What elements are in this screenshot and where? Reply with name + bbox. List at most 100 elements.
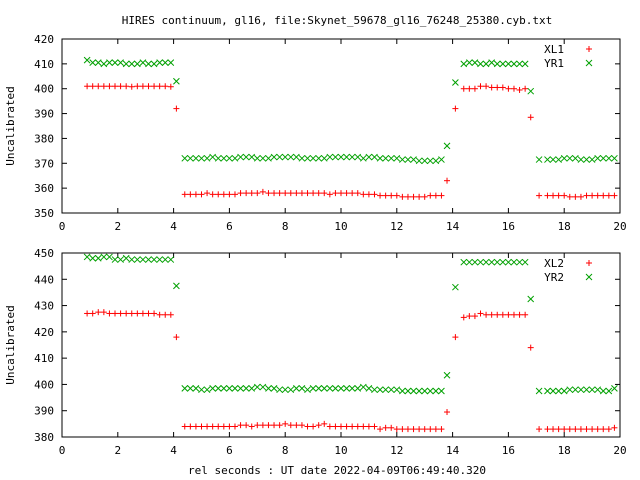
data-point [214, 154, 222, 162]
data-point [133, 256, 141, 263]
data-point [460, 258, 468, 266]
data-point [139, 59, 147, 66]
data-point-b [315, 385, 323, 392]
data-point [560, 387, 568, 395]
data-point [106, 59, 113, 66]
data-point [482, 60, 490, 68]
data-point [181, 385, 189, 392]
data-point-b [426, 157, 434, 165]
data-point [95, 309, 102, 316]
y-axis-label: Uncalibrated [4, 86, 17, 165]
data-point [421, 387, 429, 395]
data-point [106, 83, 113, 90]
data-point-b [460, 258, 468, 266]
legend-marker-b [585, 59, 593, 67]
data-point [270, 385, 278, 392]
data-point [203, 386, 211, 394]
data-point-b [167, 59, 175, 66]
data-point [287, 190, 294, 197]
data-point-b [320, 385, 328, 392]
data-point [382, 386, 389, 394]
data-point [499, 84, 506, 91]
data-point [465, 59, 473, 66]
data-point-b [493, 258, 501, 266]
data-point-b [452, 283, 459, 291]
data-point [151, 83, 158, 90]
data-point [265, 154, 272, 162]
data-point [399, 426, 406, 433]
data-point [477, 83, 484, 90]
legend-label: YR1 [544, 57, 564, 70]
data-point [231, 154, 239, 162]
data-point-b [161, 256, 169, 263]
data-point-b [209, 153, 217, 161]
data-point-b [304, 386, 311, 394]
data-point [83, 253, 91, 261]
data-point-b [281, 153, 289, 161]
data-point [354, 385, 362, 392]
data-point-b [320, 154, 328, 162]
data-point-b [521, 258, 529, 266]
data-point [388, 424, 395, 431]
data-point [271, 422, 278, 429]
data-point-b [337, 153, 345, 161]
data-point [343, 423, 350, 430]
data-point-b [343, 385, 350, 392]
data-point-b [387, 386, 395, 394]
data-point [404, 193, 411, 200]
legend-label: XL1 [544, 43, 564, 56]
data-point-b [173, 77, 180, 85]
data-point [315, 422, 322, 429]
data-point [371, 386, 378, 394]
data-point [452, 105, 459, 112]
data-point [354, 153, 362, 161]
data-point-b [100, 60, 108, 68]
data-point [452, 334, 459, 341]
y-tick-label: 390 [34, 405, 54, 418]
data-point [276, 386, 283, 394]
data-point [298, 190, 305, 197]
data-point-b [226, 154, 233, 162]
data-point [198, 191, 205, 198]
data-point-b [83, 253, 91, 261]
data-point-b [156, 256, 164, 263]
x-tick-label: 14 [446, 220, 460, 233]
data-point [326, 423, 333, 430]
data-point [432, 192, 439, 199]
data-point [572, 154, 579, 162]
data-point [248, 153, 256, 161]
data-point [128, 83, 135, 90]
data-point [128, 60, 136, 68]
data-point [594, 386, 602, 394]
data-point [438, 192, 445, 199]
x-tick-label: 0 [59, 444, 66, 457]
data-point-b [248, 153, 256, 161]
data-point-b [544, 387, 551, 395]
data-point-b [304, 154, 311, 162]
data-point-b [505, 60, 512, 68]
data-point-b [167, 256, 175, 263]
data-point [310, 423, 317, 430]
data-point [315, 190, 322, 197]
data-point [304, 423, 311, 430]
data-point [209, 385, 217, 392]
legend-marker-b [585, 273, 593, 281]
data-point [237, 422, 244, 429]
data-point-b [471, 59, 479, 66]
data-point-b [259, 383, 267, 391]
data-point [192, 191, 199, 198]
data-point-b [186, 154, 194, 162]
data-point [404, 426, 411, 433]
data-point [326, 385, 334, 392]
data-point [510, 258, 518, 266]
data-point-b [371, 386, 378, 394]
data-point-b [393, 154, 401, 162]
data-point [611, 385, 618, 392]
data-point [583, 386, 590, 394]
data-point [594, 192, 601, 199]
x-tick-label: 6 [226, 220, 233, 233]
data-point [220, 154, 228, 162]
data-point [338, 190, 344, 197]
data-point [348, 385, 356, 392]
data-point [521, 258, 529, 266]
